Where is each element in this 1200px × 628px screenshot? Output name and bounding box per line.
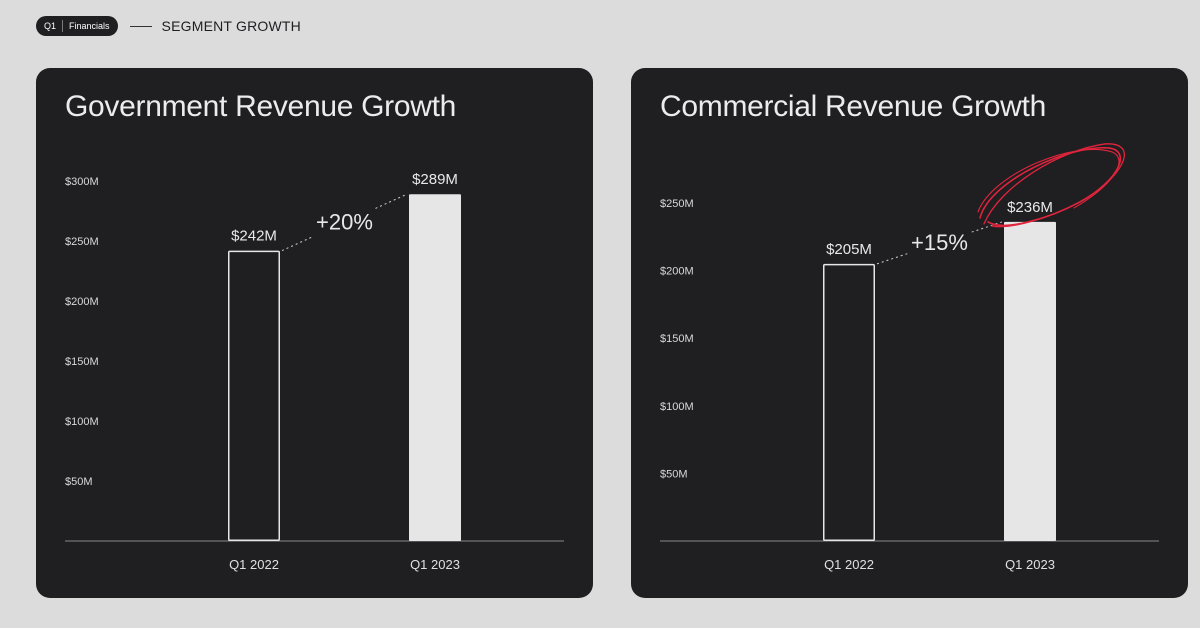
bar-q1-2023 — [409, 194, 461, 541]
growth-connector-segment — [876, 253, 908, 265]
y-tick-label: $150M — [65, 356, 99, 368]
growth-label: +20% — [316, 209, 373, 234]
page-header: Q1 Financials SEGMENT GROWTH — [36, 15, 301, 37]
header-dash — [129, 25, 152, 27]
bar-q1-2023 — [1004, 221, 1056, 542]
section-tag-label: Financials — [69, 21, 110, 31]
bar-value-label: $242M — [231, 228, 277, 245]
y-tick-label: $100M — [660, 401, 694, 413]
growth-connector-segment — [971, 221, 1003, 233]
section-tag-divider — [62, 20, 64, 32]
x-tick-label: Q1 2023 — [1005, 557, 1055, 572]
card-title: Commercial Revenue Growth — [660, 90, 1046, 123]
y-tick-label: $200M — [65, 296, 99, 308]
bar-q1-2022 — [228, 250, 280, 541]
commercial-revenue-card: Commercial Revenue Growth $50M $100M $150M… — [631, 68, 1188, 598]
y-tick-label: $100M — [65, 416, 99, 428]
bar-value-label: $205M — [826, 241, 872, 258]
y-tick-label: $200M — [660, 266, 694, 278]
growth-connector-segment — [281, 235, 314, 252]
x-tick-label: Q1 2022 — [229, 557, 279, 572]
section-title: SEGMENT GROWTH — [161, 18, 301, 34]
card-title: Government Revenue Growth — [65, 90, 457, 123]
x-tick-label: Q1 2023 — [410, 557, 460, 572]
government-revenue-chart: $50M $100M $150M $200M $250M $300M $242M Q1 202… — [65, 171, 564, 572]
section-tag-quarter: Q1 — [44, 21, 57, 31]
bar-q1-2022 — [823, 263, 875, 541]
y-tick-label: $50M — [65, 476, 93, 488]
y-tick-label: $250M — [65, 236, 99, 248]
bar-value-label: $289M — [412, 171, 458, 188]
section-tag: Q1 Financials — [36, 16, 118, 36]
highlight-circle-annotation — [983, 143, 1125, 228]
y-tick-label: $300M — [65, 176, 99, 188]
y-tick-label: $50M — [660, 468, 688, 480]
commercial-revenue-chart: $50M $100M $150M $200M $250M $205M Q1 2022 $236… — [660, 143, 1159, 572]
y-tick-label: $150M — [660, 333, 694, 345]
growth-label: +15% — [911, 230, 968, 255]
x-tick-label: Q1 2022 — [824, 557, 874, 572]
y-tick-label: $250M — [660, 198, 694, 210]
growth-connector-segment — [375, 193, 408, 209]
bar-value-label: $236M — [1007, 199, 1053, 216]
government-revenue-card: Government Revenue Growth $50M $100M $150M… — [36, 68, 593, 598]
highlight-circle-annotation — [977, 148, 1120, 213]
